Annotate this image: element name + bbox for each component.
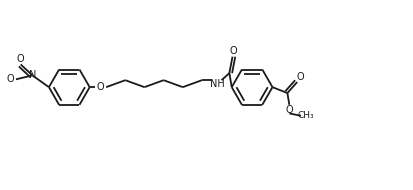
Text: O: O — [285, 105, 293, 115]
Text: O: O — [230, 46, 237, 56]
Text: NH: NH — [210, 79, 225, 89]
Text: O: O — [17, 54, 24, 64]
Text: O: O — [296, 72, 304, 82]
Text: CH₃: CH₃ — [298, 111, 315, 120]
Text: O: O — [6, 74, 14, 84]
Text: O: O — [97, 82, 104, 92]
Text: N: N — [29, 70, 36, 80]
